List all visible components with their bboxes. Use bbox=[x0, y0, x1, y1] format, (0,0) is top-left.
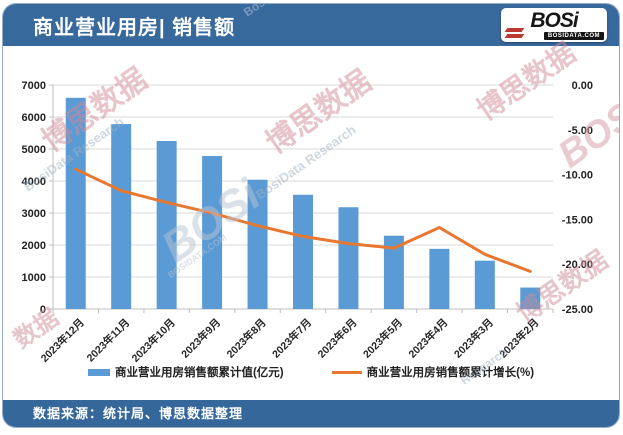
svg-text:-25.00: -25.00 bbox=[562, 304, 593, 316]
bar bbox=[202, 156, 223, 309]
bar bbox=[247, 179, 268, 309]
growth-line bbox=[74, 167, 532, 273]
svg-text:-20.00: -20.00 bbox=[562, 259, 593, 271]
svg-text:6000: 6000 bbox=[22, 112, 46, 124]
bar bbox=[111, 124, 132, 309]
svg-text:4000: 4000 bbox=[22, 176, 46, 188]
footer-bar: 数据来源：统计局、博思数据整理 bbox=[3, 400, 619, 427]
bar bbox=[520, 287, 541, 309]
bar bbox=[474, 260, 495, 309]
bars-series bbox=[65, 97, 541, 309]
svg-text:2023年12月: 2023年12月 bbox=[38, 316, 87, 365]
growth-line-series bbox=[74, 167, 532, 273]
svg-text:2000: 2000 bbox=[22, 240, 46, 252]
chart-area: 0 1000 2000 3000 4000 5000 6000 7000 0.00 -5.00 -1… bbox=[3, 46, 619, 427]
page-title: 商业营业用房| 销售额 bbox=[33, 16, 236, 39]
svg-text:0.00: 0.00 bbox=[572, 80, 593, 92]
right-axis-labels: 0.00 -5.00 -10.00 -15.00 -20.00 -25.00 bbox=[562, 80, 593, 316]
logo-domain-text: BOSIDATA.COM bbox=[543, 32, 604, 40]
header-bar: 商业营业用房| 销售额 BOSi BOSIDATA.COM bbox=[3, 4, 619, 46]
bar bbox=[65, 97, 86, 309]
svg-text:2023年8月: 2023年8月 bbox=[224, 316, 269, 361]
svg-text:2023年9月: 2023年9月 bbox=[179, 316, 224, 361]
bar bbox=[293, 194, 313, 309]
svg-text:2023年10月: 2023年10月 bbox=[129, 316, 178, 365]
svg-text:3000: 3000 bbox=[22, 208, 46, 220]
logo-wordmark: BOSi bbox=[530, 9, 578, 32]
bar bbox=[429, 248, 450, 309]
svg-text:0: 0 bbox=[40, 304, 46, 316]
svg-text:2023年7月: 2023年7月 bbox=[269, 316, 314, 361]
legend-line-swatch-icon bbox=[331, 370, 362, 374]
svg-text:2023年2月: 2023年2月 bbox=[497, 316, 542, 361]
bar-line-chart: 0 1000 2000 3000 4000 5000 6000 7000 0.00 -5.00 -1… bbox=[22, 80, 593, 365]
svg-text:2023年11月: 2023年11月 bbox=[84, 316, 132, 364]
svg-text:5000: 5000 bbox=[22, 144, 46, 156]
logo-stripe-icon bbox=[504, 34, 525, 38]
bar bbox=[338, 207, 359, 309]
svg-text:2023年4月: 2023年4月 bbox=[406, 316, 451, 361]
data-source-text: 数据来源：统计局、博思数据整理 bbox=[33, 406, 244, 421]
svg-text:-10.00: -10.00 bbox=[562, 170, 593, 182]
legend-label: 商业营业用房销售额累计增长(%) bbox=[366, 367, 535, 379]
legend-bar-swatch-icon bbox=[87, 368, 110, 376]
left-axis-labels: 0 1000 2000 3000 4000 5000 6000 7000 bbox=[22, 80, 46, 316]
svg-text:-15.00: -15.00 bbox=[562, 214, 593, 226]
legend-item-growth: 商业营业用房销售额累计增长(%) bbox=[331, 364, 535, 380]
brand-logo: BOSi BOSIDATA.COM bbox=[501, 8, 607, 42]
svg-text:7000: 7000 bbox=[22, 80, 46, 92]
chart-card: 商业营业用房| 销售额 BOSi BOSIDATA.COM 0 1000 2000 3… bbox=[2, 3, 620, 428]
svg-text:2023年3月: 2023年3月 bbox=[451, 316, 496, 361]
legend-item-sales: 商业营业用房销售额累计值(亿元) bbox=[87, 364, 284, 380]
svg-text:2023年6月: 2023年6月 bbox=[315, 316, 360, 361]
svg-text:-5.00: -5.00 bbox=[568, 125, 593, 137]
bar bbox=[156, 141, 177, 309]
legend: 商业营业用房销售额累计值(亿元) 商业营业用房销售额累计增长(%) bbox=[3, 364, 619, 380]
bar bbox=[383, 235, 404, 309]
svg-text:1000: 1000 bbox=[22, 272, 46, 284]
legend-label: 商业营业用房销售额累计值(亿元) bbox=[114, 367, 284, 379]
svg-text:2023年5月: 2023年5月 bbox=[360, 316, 405, 361]
